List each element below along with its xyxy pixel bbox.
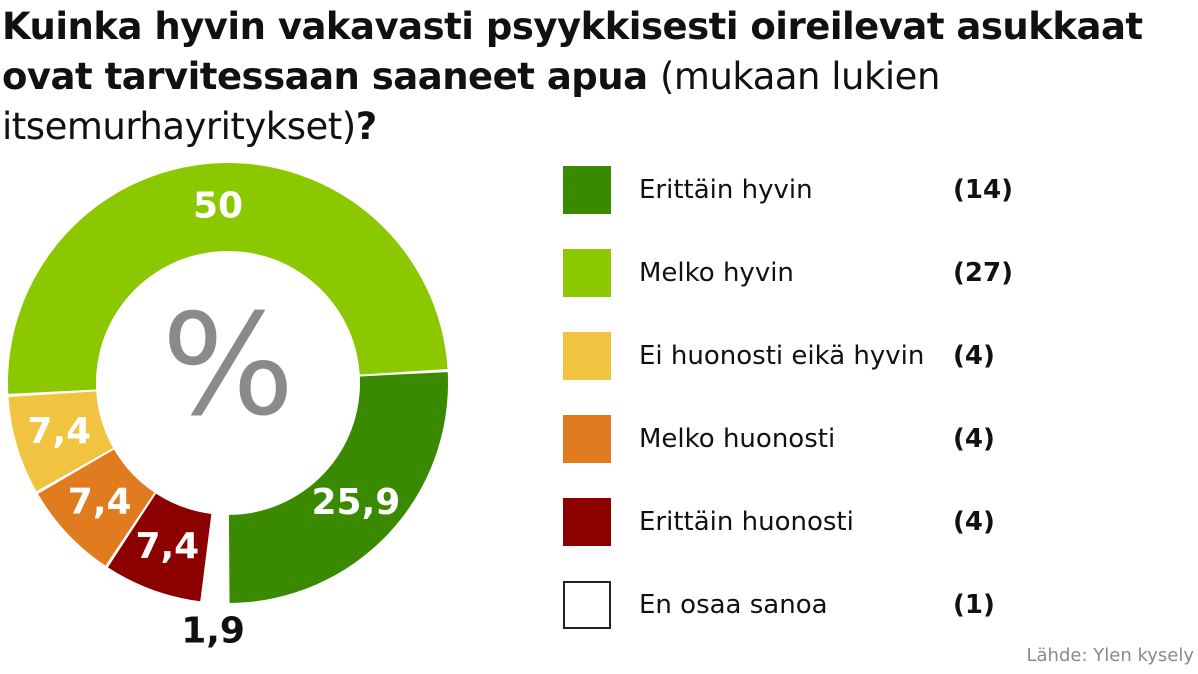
value-label-erittain-hyvin: 25,9 xyxy=(312,482,401,523)
legend-label: Erittäin huonosti xyxy=(639,507,854,537)
value-label-ei-huonosti-eika-hyvin: 7,4 xyxy=(27,411,91,452)
value-label-melko-hyvin: 50 xyxy=(193,185,243,226)
value-label-en-osaa-sanoa: 1,9 xyxy=(181,611,245,652)
slice-erittain-hyvin xyxy=(228,372,449,603)
slice-melko-huonosti xyxy=(38,449,155,566)
legend-swatch xyxy=(563,415,611,463)
donut-slices xyxy=(8,163,449,603)
legend-label: Melko huonosti xyxy=(639,424,836,454)
legend-item-erittain-huonosti: Erittäin huonosti (4) xyxy=(563,498,1183,546)
legend-count: (4) xyxy=(953,341,995,371)
slice-en-osaa-sanoa xyxy=(203,514,228,603)
legend-count: (1) xyxy=(953,590,995,620)
legend-swatch xyxy=(563,581,611,629)
legend-item-erittain-hyvin: Erittäin hyvin (14) xyxy=(563,166,1183,214)
source-note: Lähde: Ylen kysely xyxy=(1026,645,1195,666)
legend-count: (27) xyxy=(953,258,1013,288)
legend-label: Ei huonosti eikä hyvin xyxy=(639,341,925,371)
value-label-melko-huonosti: 7,4 xyxy=(68,481,132,522)
legend-swatch xyxy=(563,166,611,214)
legend-item-melko-huonosti: Melko huonosti (4) xyxy=(563,415,1183,463)
value-label-erittain-huonosti: 7,4 xyxy=(135,526,199,567)
legend-count: (14) xyxy=(953,175,1013,205)
legend-label: En osaa sanoa xyxy=(639,590,828,620)
legend-swatch xyxy=(563,498,611,546)
legend-item-en-osaa-sanoa: En osaa sanoa (1) xyxy=(563,581,1183,629)
legend-label: Melko hyvin xyxy=(639,258,794,288)
chart-title: Kuinka hyvin vakavasti psyykkisesti oire… xyxy=(2,2,1192,152)
legend-count: (4) xyxy=(953,507,995,537)
slice-ei-huonosti-eika-hyvin xyxy=(8,391,114,492)
legend-item-melko-hyvin: Melko hyvin (27) xyxy=(563,249,1183,297)
legend-label: Erittäin hyvin xyxy=(639,175,813,205)
chart-title-main: Kuinka hyvin vakavasti psyykkisesti oire… xyxy=(2,5,1143,98)
slice-erittain-huonosti xyxy=(107,493,212,602)
slice-melko-hyvin xyxy=(8,163,448,394)
center-percent-symbol: % xyxy=(161,285,294,448)
legend-swatch xyxy=(563,332,611,380)
legend-item-ei-huonosti-eika-hyvin: Ei huonosti eikä hyvin (4) xyxy=(563,332,1183,380)
legend-count: (4) xyxy=(953,424,995,454)
chart-title-end: ? xyxy=(355,105,377,148)
chart-title-sub: (mukaan lukien itsemurhayritykset) xyxy=(2,55,940,148)
legend-swatch xyxy=(563,249,611,297)
